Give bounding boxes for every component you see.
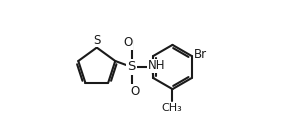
Text: Br: Br — [194, 48, 207, 61]
Text: NH: NH — [148, 59, 165, 72]
Text: O: O — [130, 85, 140, 98]
Text: S: S — [128, 60, 136, 74]
Text: S: S — [93, 34, 100, 47]
Text: CH₃: CH₃ — [161, 103, 182, 113]
Text: O: O — [124, 36, 133, 49]
